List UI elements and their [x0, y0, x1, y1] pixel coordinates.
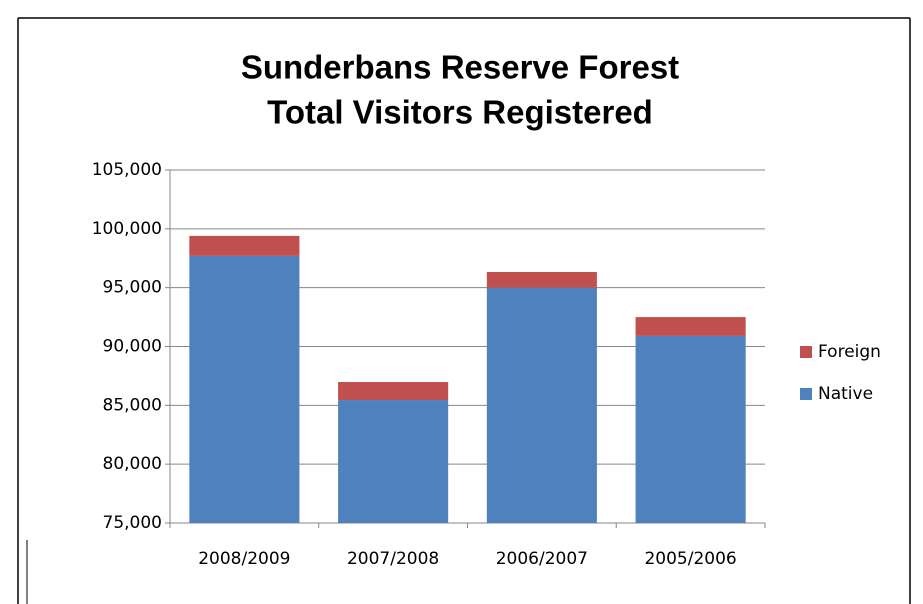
y-tick-label: 105,000	[92, 160, 162, 180]
legend-label: Native	[818, 384, 873, 404]
y-tick-label: 90,000	[103, 337, 162, 357]
y-tick-label: 85,000	[103, 395, 162, 415]
y-tick-label: 75,000	[103, 513, 162, 533]
bar-segment	[486, 272, 597, 288]
chart-title: Sunderbans Reserve Forest	[241, 49, 679, 86]
bar-segment	[338, 400, 449, 523]
y-tick-label: 80,000	[103, 454, 162, 474]
chart-title: Total Visitors Registered	[267, 94, 653, 131]
bar-segment	[338, 382, 449, 401]
x-tick-label: 2007/2008	[347, 549, 439, 569]
bar-segment	[189, 255, 300, 523]
bar-segment	[635, 335, 746, 523]
bar-segment	[189, 235, 300, 256]
x-tick-label: 2006/2007	[496, 549, 588, 569]
bar-segment	[635, 317, 746, 336]
legend-label: Foreign	[818, 342, 881, 362]
x-tick-label: 2005/2006	[644, 549, 736, 569]
y-tick-label: 95,000	[103, 278, 162, 298]
bar-segment	[486, 287, 597, 523]
y-tick-label: 100,000	[92, 219, 162, 239]
x-tick-label: 2008/2009	[198, 549, 290, 569]
legend-swatch	[800, 346, 812, 358]
legend-swatch	[800, 388, 812, 400]
